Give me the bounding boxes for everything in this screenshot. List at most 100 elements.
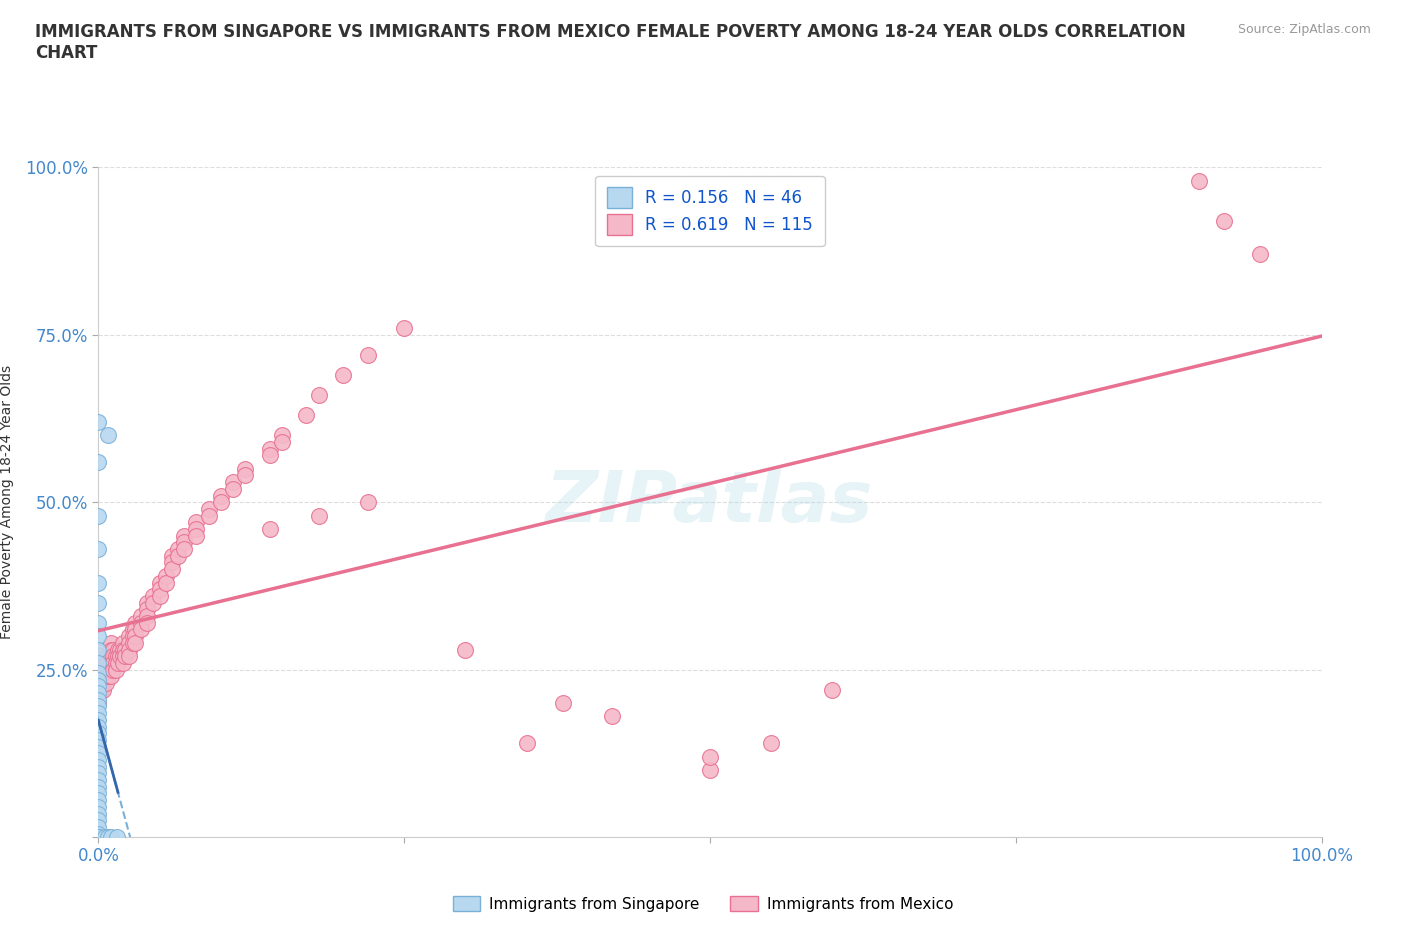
- Point: [136, 602, 159, 617]
- Point: [90, 675, 112, 690]
- Point: [761, 736, 783, 751]
- Point: [124, 629, 146, 644]
- Point: [87, 415, 110, 430]
- Point: [105, 830, 128, 844]
- Point: [87, 699, 110, 714]
- Point: [87, 806, 110, 821]
- Point: [222, 474, 245, 489]
- Point: [87, 813, 110, 828]
- Point: [110, 642, 132, 657]
- Point: [699, 763, 721, 777]
- Point: [197, 508, 219, 523]
- Point: [259, 448, 281, 463]
- Point: [1249, 247, 1271, 262]
- Point: [94, 649, 117, 664]
- Point: [454, 642, 477, 657]
- Point: [149, 589, 172, 604]
- Point: [118, 629, 141, 644]
- Point: [87, 725, 110, 740]
- Text: Source: ZipAtlas.com: Source: ZipAtlas.com: [1237, 23, 1371, 36]
- Point: [121, 629, 143, 644]
- Point: [87, 830, 110, 844]
- Point: [87, 662, 110, 677]
- Point: [91, 675, 114, 690]
- Point: [107, 642, 129, 657]
- Point: [392, 321, 416, 336]
- Point: [97, 656, 120, 671]
- Point: [87, 786, 110, 801]
- Legend: Immigrants from Singapore, Immigrants from Mexico: Immigrants from Singapore, Immigrants fr…: [447, 889, 959, 918]
- Point: [87, 616, 110, 631]
- Point: [87, 706, 110, 721]
- Point: [136, 608, 159, 623]
- Point: [90, 656, 112, 671]
- Point: [87, 683, 110, 698]
- Point: [87, 541, 110, 556]
- Point: [87, 826, 110, 841]
- Point: [100, 642, 122, 657]
- Point: [87, 712, 110, 727]
- Point: [90, 662, 112, 677]
- Point: [87, 779, 110, 794]
- Point: [124, 635, 146, 650]
- Point: [356, 348, 378, 363]
- Point: [111, 635, 134, 650]
- Point: [118, 635, 141, 650]
- Point: [209, 488, 232, 503]
- Point: [129, 608, 152, 623]
- Point: [93, 830, 115, 844]
- Point: [100, 649, 122, 664]
- Point: [160, 555, 183, 570]
- Point: [100, 669, 122, 684]
- Point: [136, 616, 159, 631]
- Point: [699, 750, 721, 764]
- Point: [209, 495, 232, 510]
- Point: [173, 541, 195, 556]
- Point: [94, 656, 117, 671]
- Point: [87, 669, 110, 684]
- Point: [259, 522, 281, 537]
- Point: [87, 830, 110, 844]
- Point: [87, 642, 110, 657]
- Point: [101, 656, 124, 671]
- Point: [87, 675, 110, 690]
- Point: [100, 662, 122, 677]
- Point: [101, 662, 124, 677]
- Point: [87, 746, 110, 761]
- Point: [121, 622, 143, 637]
- Point: [111, 642, 134, 657]
- Point: [87, 455, 110, 470]
- Point: [186, 522, 208, 537]
- Point: [173, 528, 195, 543]
- Point: [87, 792, 110, 807]
- Point: [87, 766, 110, 781]
- Point: [87, 773, 110, 788]
- Point: [87, 719, 110, 734]
- Point: [90, 649, 112, 664]
- Point: [173, 535, 195, 550]
- Point: [101, 642, 124, 657]
- Point: [111, 649, 134, 664]
- Point: [90, 669, 112, 684]
- Point: [259, 441, 281, 456]
- Point: [87, 830, 110, 844]
- Point: [149, 575, 172, 590]
- Point: [1188, 173, 1211, 188]
- Point: [600, 709, 623, 724]
- Point: [111, 656, 134, 671]
- Y-axis label: Female Poverty Among 18-24 Year Olds: Female Poverty Among 18-24 Year Olds: [0, 365, 14, 639]
- Point: [87, 830, 110, 844]
- Point: [87, 685, 110, 700]
- Point: [100, 635, 122, 650]
- Point: [332, 367, 354, 382]
- Point: [97, 428, 120, 443]
- Point: [87, 595, 110, 610]
- Point: [197, 501, 219, 516]
- Point: [87, 575, 110, 590]
- Point: [100, 830, 122, 844]
- Point: [270, 434, 294, 449]
- Point: [270, 428, 294, 443]
- Point: [155, 575, 177, 590]
- Point: [142, 589, 165, 604]
- Point: [87, 830, 110, 844]
